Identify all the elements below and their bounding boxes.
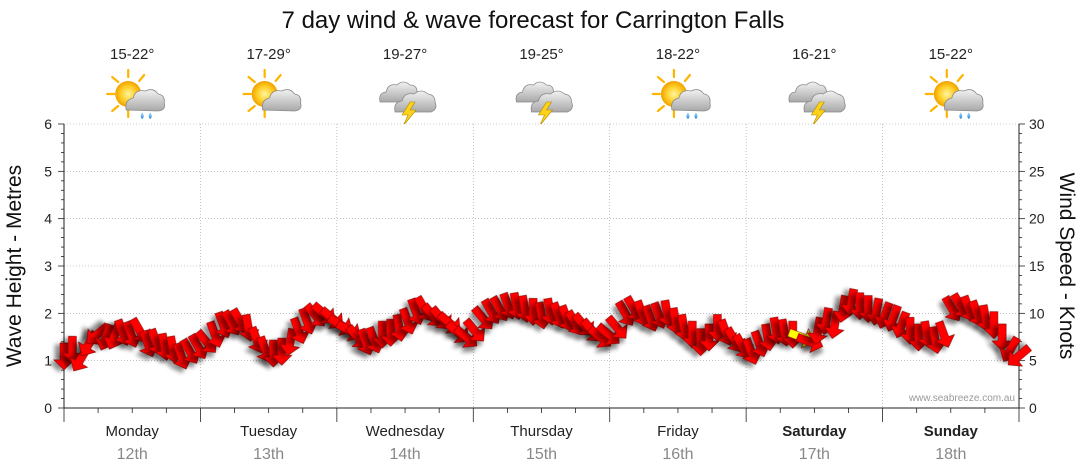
right-tick-label: 20 — [1029, 211, 1045, 227]
wind-arrow — [462, 317, 486, 342]
wind-arrow — [278, 327, 301, 356]
day-date-label: 18th — [935, 446, 966, 463]
wind-arrow — [289, 316, 310, 344]
storm-cloud-shape — [788, 81, 846, 127]
sun-cloud-rain-icon — [651, 68, 712, 119]
wind-arrows — [53, 288, 1032, 372]
sun-cloud-icon — [242, 68, 303, 119]
sun-cloud-rain-icon — [106, 68, 166, 119]
sun-cloud-shape — [651, 68, 712, 119]
sun-cloud-shape — [242, 68, 303, 119]
day-temperature: 15-22° — [110, 46, 154, 63]
day-date-label: 16th — [662, 446, 693, 463]
left-tick-label: 2 — [44, 305, 52, 321]
right-axis-title: Wind Speed - Knots — [1055, 173, 1078, 360]
left-tick-label: 3 — [44, 258, 52, 274]
storm-cloud-icon — [379, 81, 437, 127]
rain-drops-shape — [140, 112, 152, 119]
wind-arrow — [398, 306, 419, 335]
day-temperature: 16-21° — [792, 46, 836, 63]
left-tick-label: 4 — [44, 211, 52, 227]
day-name-label: Thursday — [510, 423, 573, 440]
credit-text: www.seabreeze.com.au — [908, 393, 1015, 404]
wind-arrow — [890, 310, 911, 339]
day-name-label: Friday — [657, 423, 699, 440]
wind-arrow — [934, 320, 955, 348]
sun-cloud-rain-icon — [924, 68, 985, 119]
day-labels: Monday 12th Tuesday 13th Wednesday 14th Thursd… — [106, 423, 979, 463]
left-tick-label: 1 — [44, 353, 52, 369]
wind-arrow — [453, 325, 478, 348]
left-tick-label: 0 — [44, 400, 52, 416]
storm-cloud-shape — [515, 81, 573, 127]
rain-drops-shape — [959, 112, 971, 119]
chart-title: 7 day wind & wave forecast for Carringto… — [282, 7, 785, 34]
wind-arrow — [605, 314, 628, 339]
forecast-header: 15-22° 17-29° 19-27° 19-25° 18-22° 16-21° 15-2… — [106, 46, 985, 127]
day-date-label: 14th — [390, 446, 421, 463]
day-date-label: 13th — [253, 446, 284, 463]
day-date-label: 12th — [117, 446, 148, 463]
day-name-label: Saturday — [782, 423, 847, 440]
day-temperature: 19-25° — [519, 46, 563, 63]
storm-cloud-icon — [788, 81, 846, 127]
left-tick-labels: 0 1 2 3 4 5 6 — [44, 116, 52, 416]
right-tick-label: 5 — [1029, 353, 1037, 369]
day-temperature: 17-29° — [246, 46, 290, 63]
storm-cloud-shape — [379, 81, 437, 127]
sun-cloud-shape — [924, 68, 985, 119]
wind-arrow — [205, 320, 227, 348]
rain-drops-shape — [686, 112, 698, 119]
wind-arrow — [271, 337, 293, 366]
day-name-label: Tuesday — [240, 423, 297, 440]
day-temperature: 15-22° — [929, 46, 973, 63]
right-tick-label: 30 — [1029, 116, 1045, 132]
wind-arrow — [991, 323, 1013, 352]
storm-cloud-icon — [515, 81, 573, 127]
right-tick-label: 0 — [1029, 400, 1037, 416]
wind-arrow — [698, 323, 720, 352]
wind-arrow — [881, 304, 903, 332]
left-axis-title: Wave Height - Metres — [3, 165, 26, 367]
right-tick-label: 10 — [1029, 305, 1045, 321]
wind-arrow — [1007, 344, 1032, 367]
right-tick-labels: 0 5 10 15 20 25 30 — [1029, 116, 1045, 416]
right-tick-label: 15 — [1029, 258, 1045, 274]
day-temperature: 18-22° — [656, 46, 700, 63]
day-temperature: 19-27° — [383, 46, 427, 63]
day-name-label: Monday — [106, 423, 160, 440]
minor-ticks — [58, 123, 1025, 422]
left-tick-label: 5 — [44, 163, 52, 179]
day-date-label: 15th — [526, 446, 557, 463]
sun-cloud-shape — [106, 68, 166, 119]
wind-arrow — [595, 322, 620, 345]
left-tick-label: 6 — [44, 116, 52, 132]
day-date-label: 17th — [799, 446, 830, 463]
wind-arrow — [187, 332, 210, 359]
day-name-label: Wednesday — [366, 423, 445, 440]
right-tick-label: 25 — [1029, 163, 1045, 179]
day-name-label: Sunday — [924, 423, 979, 440]
